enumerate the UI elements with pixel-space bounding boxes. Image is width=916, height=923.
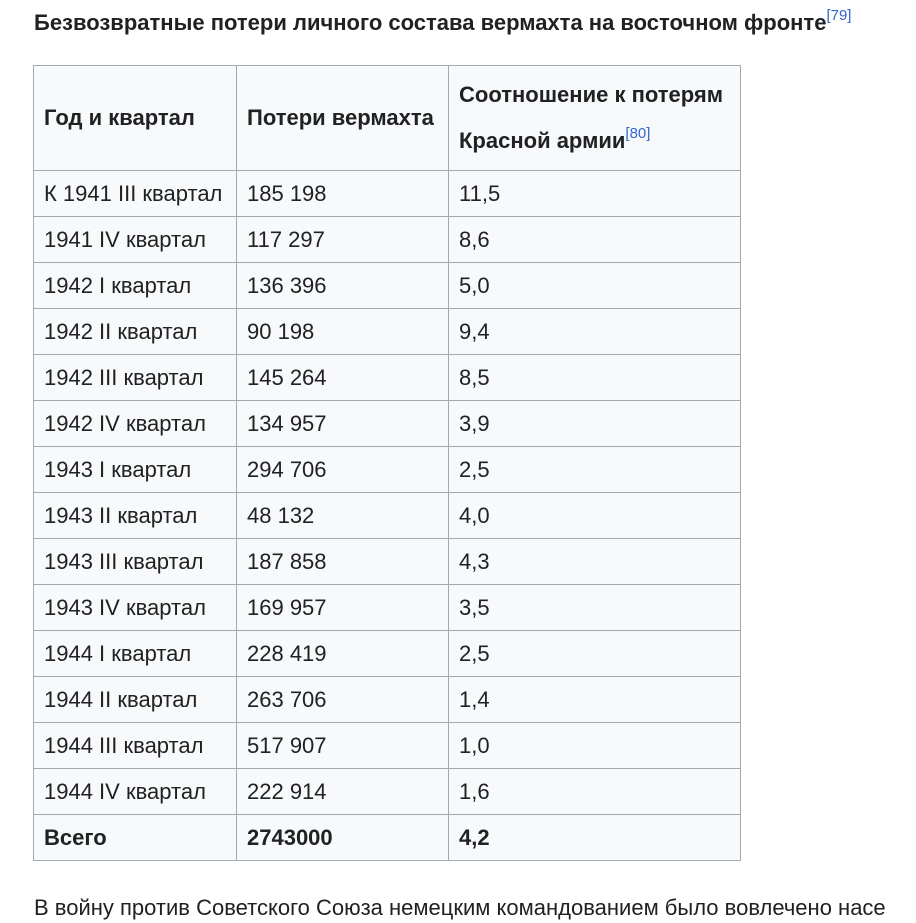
cell-period: 1943 II квартал bbox=[33, 492, 237, 539]
cell-period: 1942 IV квартал bbox=[33, 400, 237, 447]
cell-losses: 134 957 bbox=[236, 400, 449, 447]
cell-ratio: 8,5 bbox=[448, 354, 741, 401]
cell-losses: 48 132 bbox=[236, 492, 449, 539]
cell-losses: 136 396 bbox=[236, 262, 449, 309]
table-row: 1941 IV квартал 117 297 8,6 bbox=[33, 216, 741, 263]
cell-losses: 169 957 bbox=[236, 584, 449, 631]
cell-ratio: 1,4 bbox=[448, 676, 741, 723]
cell-ratio: 11,5 bbox=[448, 170, 741, 217]
cell-ratio: 2,5 bbox=[448, 446, 741, 493]
cell-period: 1943 III квартал bbox=[33, 538, 237, 585]
table-header-row: Год и квартал Потери вермахта Соотношени… bbox=[33, 65, 741, 171]
table-row: 1944 I квартал 228 419 2,5 bbox=[33, 630, 741, 677]
cell-ratio: 4,0 bbox=[448, 492, 741, 539]
cell-losses: 187 858 bbox=[236, 538, 449, 585]
header-year-quarter: Год и квартал bbox=[33, 65, 237, 171]
cell-ratio: 5,0 bbox=[448, 262, 741, 309]
cell-losses: 117 297 bbox=[236, 216, 449, 263]
table-row: 1942 I квартал 136 396 5,0 bbox=[33, 262, 741, 309]
cell-losses: 294 706 bbox=[236, 446, 449, 493]
cell-ratio: 4,3 bbox=[448, 538, 741, 585]
cell-period: 1942 III квартал bbox=[33, 354, 237, 401]
table-row: 1943 I квартал 294 706 2,5 bbox=[33, 446, 741, 493]
table-row: 1943 III квартал 187 858 4,3 bbox=[33, 538, 741, 585]
header-ratio: Соотношение к потерям Красной армии[80] bbox=[448, 65, 741, 171]
cell-ratio: 9,4 bbox=[448, 308, 741, 355]
cell-ratio: 3,5 bbox=[448, 584, 741, 631]
losses-table: Год и квартал Потери вермахта Соотношени… bbox=[33, 65, 741, 861]
cell-losses: 222 914 bbox=[236, 768, 449, 815]
cell-period: 1941 IV квартал bbox=[33, 216, 237, 263]
cell-ratio: 2,5 bbox=[448, 630, 741, 677]
total-ratio: 4,2 bbox=[448, 814, 741, 861]
reference-link-79[interactable]: [79] bbox=[826, 6, 852, 24]
following-paragraph: В войну против Советского Союза немецким… bbox=[34, 895, 886, 920]
cell-ratio: 3,9 bbox=[448, 400, 741, 447]
header-ratio-line2: Красной армии bbox=[459, 128, 626, 153]
header-wehrmacht-losses: Потери вермахта bbox=[236, 65, 449, 171]
table-row: 1943 II квартал 48 132 4,0 bbox=[33, 492, 741, 539]
cell-ratio: 1,0 bbox=[448, 722, 741, 769]
cell-period: 1944 II квартал bbox=[33, 676, 237, 723]
cell-losses: 517 907 bbox=[236, 722, 449, 769]
cell-period: 1944 I квартал bbox=[33, 630, 237, 677]
table-row: 1944 III квартал 517 907 1,0 bbox=[33, 722, 741, 769]
total-losses: 2743000 bbox=[236, 814, 449, 861]
cell-losses: 185 198 bbox=[236, 170, 449, 217]
table-row: К 1941 III квартал 185 198 11,5 bbox=[33, 170, 741, 217]
cell-ratio: 1,6 bbox=[448, 768, 741, 815]
header-ratio-line1: Соотношение к потерям bbox=[459, 82, 724, 107]
cell-losses: 90 198 bbox=[236, 308, 449, 355]
table-row: 1943 IV квартал 169 957 3,5 bbox=[33, 584, 741, 631]
cell-period: 1942 II квартал bbox=[33, 308, 237, 355]
cell-ratio: 8,6 bbox=[448, 216, 741, 263]
reference-link-80[interactable]: [80] bbox=[625, 124, 651, 142]
table-row: 1944 IV квартал 222 914 1,6 bbox=[33, 768, 741, 815]
table-body: К 1941 III квартал 185 198 11,5 1941 IV ква… bbox=[33, 170, 741, 815]
cell-period: 1944 III квартал bbox=[33, 722, 237, 769]
total-label: Всего bbox=[33, 814, 237, 861]
cell-losses: 145 264 bbox=[236, 354, 449, 401]
cell-period: К 1941 III квартал bbox=[33, 170, 237, 217]
table-row: 1942 III квартал 145 264 8,5 bbox=[33, 354, 741, 401]
caption-text: Безвозвратные потери личного состава вер… bbox=[34, 10, 827, 35]
table-row: 1944 II квартал 263 706 1,4 bbox=[33, 676, 741, 723]
cell-period: 1943 I квартал bbox=[33, 446, 237, 493]
table-row: 1942 II квартал 90 198 9,4 bbox=[33, 308, 741, 355]
table-caption: Безвозвратные потери личного состава вер… bbox=[34, 8, 851, 38]
cell-losses: 228 419 bbox=[236, 630, 449, 677]
cell-period: 1942 I квартал bbox=[33, 262, 237, 309]
table-total-row: Всего 2743000 4,2 bbox=[33, 814, 741, 861]
cell-period: 1943 IV квартал bbox=[33, 584, 237, 631]
table-row: 1942 IV квартал 134 957 3,9 bbox=[33, 400, 741, 447]
cell-losses: 263 706 bbox=[236, 676, 449, 723]
cell-period: 1944 IV квартал bbox=[33, 768, 237, 815]
